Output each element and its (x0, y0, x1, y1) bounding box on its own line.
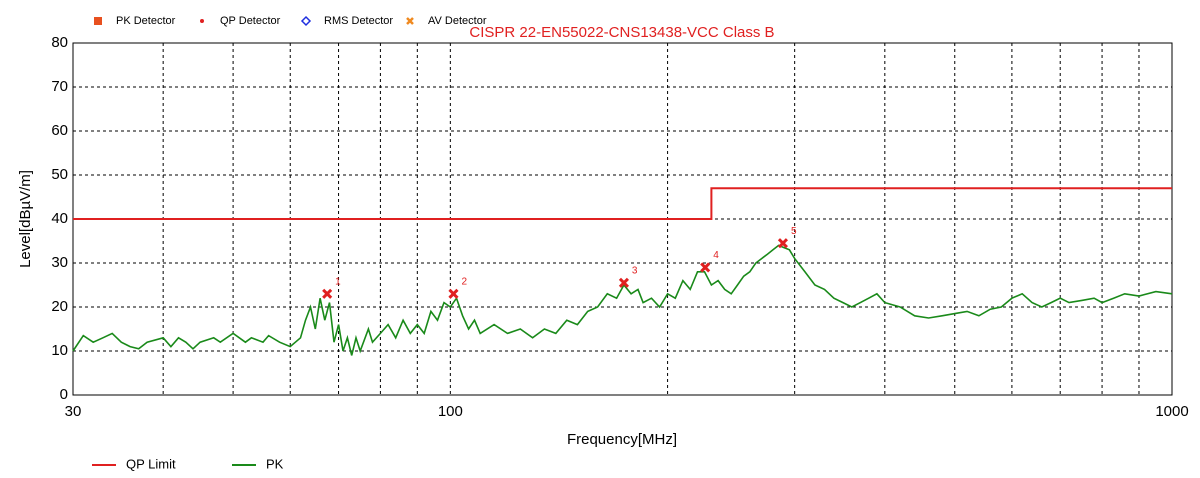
y-tick-label: 50 (51, 166, 68, 183)
legend-label: QP Limit (126, 456, 176, 471)
x-tick-label: 1000 (1155, 403, 1188, 420)
marker-label: 3 (632, 265, 638, 276)
legend-symbol (200, 19, 204, 23)
legend-symbol (406, 17, 414, 25)
legend-label: RMS Detector (324, 15, 393, 27)
x-tick-label: 30 (65, 403, 82, 420)
marker-stroke (618, 277, 629, 288)
marker-stroke (322, 288, 333, 299)
legend-label: AV Detector (428, 15, 487, 27)
legend-label: PK (266, 456, 284, 471)
legend-symbol (300, 15, 312, 27)
y-axis-label: Level[dBµV/m] (17, 170, 34, 268)
y-tick-label: 10 (51, 342, 68, 359)
marker (322, 288, 333, 299)
x-tick-label: 100 (438, 403, 463, 420)
marker-stroke (448, 288, 459, 299)
y-tick-label: 0 (60, 386, 68, 403)
y-tick-label: 20 (51, 298, 68, 315)
legend-label: QP Detector (220, 15, 281, 27)
marker-label: 4 (713, 250, 719, 261)
y-tick-label: 70 (51, 78, 68, 95)
y-tick-label: 40 (51, 210, 68, 227)
marker-label: 5 (791, 226, 797, 237)
y-tick-label: 60 (51, 122, 68, 139)
y-tick-label: 80 (51, 34, 68, 51)
series-line (73, 187, 1172, 220)
legend-label: PK Detector (116, 15, 176, 27)
marker-label: 1 (335, 276, 341, 287)
legend-symbol (94, 17, 102, 25)
marker-stroke (700, 262, 711, 273)
marker (618, 277, 629, 288)
marker-stroke (777, 238, 789, 249)
marker (777, 238, 789, 249)
marker-label: 2 (461, 276, 467, 287)
x-axis-label: Frequency[MHz] (567, 431, 677, 448)
marker (448, 288, 459, 299)
series-line (72, 244, 1173, 356)
marker (700, 262, 711, 273)
chart-title: CISPR 22-EN55022-CNS13438-VCC Class B (469, 24, 774, 41)
y-tick-label: 30 (51, 254, 68, 271)
